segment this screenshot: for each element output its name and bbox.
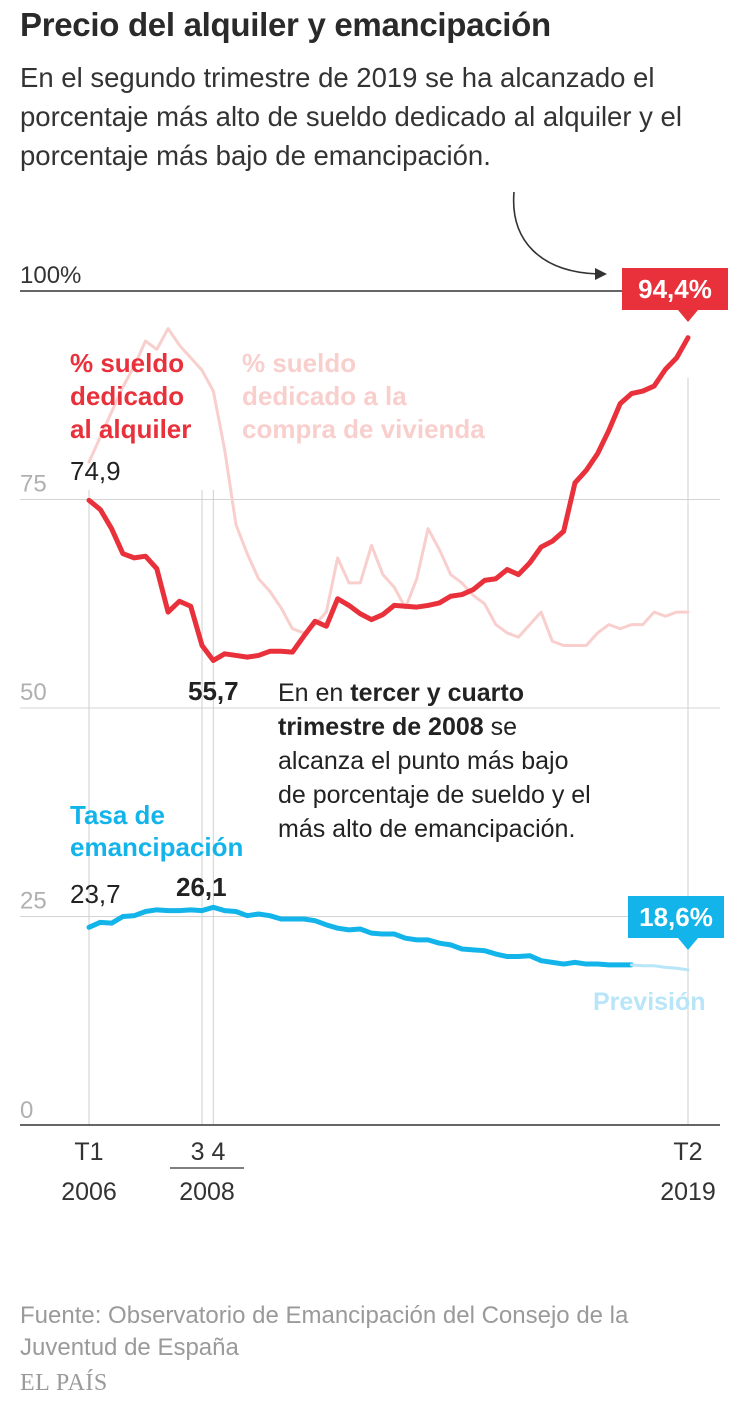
rent-end-callout-box (622, 268, 728, 310)
emancipation-label-line-1: Tasa de (70, 800, 165, 830)
purchase-label-line-3: compra de vivienda (242, 414, 485, 444)
pointer-arrow (512, 191, 599, 275)
emancipation-end-callout-pointer (678, 938, 698, 950)
y-tick-label-100: 100% (20, 262, 81, 289)
pointer-arrow-head (595, 268, 607, 280)
rent-end-callout: 94,4% (638, 274, 712, 304)
purchase-label-line-1: % sueldo (242, 348, 356, 378)
emancipation-label-line-2: emancipación (70, 832, 243, 862)
y-tick-label-25: 25 (20, 888, 47, 915)
x-tick-2019: 2019 (660, 1178, 716, 1206)
reference-lines (88, 377, 689, 1125)
y-tick-label-50: 50 (20, 679, 47, 706)
x-tick-2008-quarters: 3 4 (191, 1138, 226, 1166)
y-tick-label-75: 75 (20, 471, 47, 498)
y-axis-tick-labels: 100% 75 50 25 0 (20, 262, 81, 1124)
emancipation-end-callout-box (628, 896, 724, 938)
x-tick-t1: T1 (74, 1138, 103, 1166)
emancipation-line (86, 904, 634, 968)
annotation-line-5: más alto de emancipación. (278, 815, 575, 843)
brand-logo: EL PAÍS (20, 1370, 108, 1396)
emancipation-max-label: 26,1 (176, 872, 227, 902)
purchase-line (87, 327, 690, 647)
emancipation-end-callout: 18,6% (639, 902, 713, 932)
rent-min-label: 55,7 (188, 676, 239, 706)
chart-subtitle: En el segundo trimestre de 2019 se ha al… (20, 62, 682, 171)
emancipation-forecast-line (629, 963, 690, 972)
source-note: Fuente: Observatorio de Emancipación del… (20, 1302, 629, 1361)
rent-label-line-2: dedicado (70, 381, 184, 411)
line-chart: 100% 75 50 25 0 % sueldo dedicado al alquile… (20, 191, 728, 1206)
rent-end-callout-pointer (678, 310, 698, 322)
chart-title: Precio del alquiler y emancipación (20, 6, 551, 43)
emancipation-start-label: 23,7 (70, 879, 121, 909)
grid-lines (20, 290, 720, 917)
series-lines (86, 327, 691, 972)
forecast-label: Previsión (593, 988, 706, 1016)
rent-line (86, 335, 691, 663)
y-tick-label-0: 0 (20, 1097, 33, 1124)
x-tick-t2: T2 (673, 1138, 702, 1166)
rent-start-label: 74,9 (70, 456, 121, 486)
annotation-line-4: de porcentaje de sueldo y el (278, 781, 591, 809)
rent-label-line-3: al alquiler (70, 414, 191, 444)
purchase-label-line-2: dedicado a la (242, 381, 407, 411)
annotations: % sueldo dedicado al alquiler % sueldo d… (70, 191, 728, 1016)
annotation-line-3: alcanza el punto más bajo (278, 747, 568, 775)
rent-label-line-1: % sueldo (70, 348, 184, 378)
x-tick-2008: 2008 (179, 1178, 235, 1206)
annotation-line-1: En en tercer y cuarto (278, 679, 524, 707)
x-tick-2006: 2006 (61, 1178, 117, 1206)
annotation-line-2: trimestre de 2008 se (278, 713, 517, 741)
